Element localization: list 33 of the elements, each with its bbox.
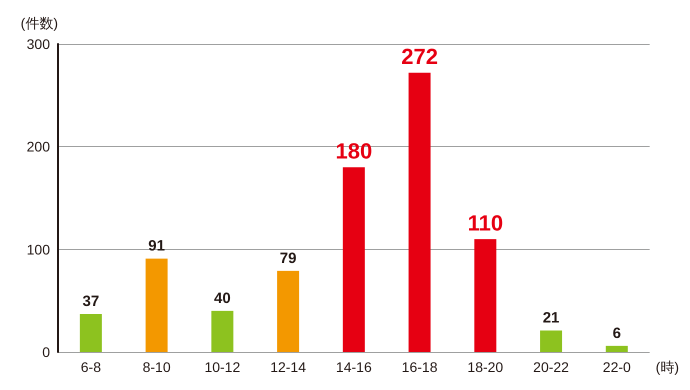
x-tick-label: 12-14 <box>270 359 306 375</box>
x-tick-label: 8-10 <box>142 359 171 375</box>
bar <box>80 314 102 352</box>
x-tick-label: 22-0 <box>602 359 632 375</box>
data-label: 110 <box>468 210 504 236</box>
y-tick-label: 0 <box>42 344 50 360</box>
bar <box>277 270 300 352</box>
x-axis-title: (時) <box>656 359 680 375</box>
x-tick-label: 18-20 <box>467 359 504 375</box>
y-tick-label: 200 <box>26 138 50 155</box>
bar <box>606 346 628 352</box>
data-label: 79 <box>280 250 296 267</box>
data-label: 6 <box>612 324 621 342</box>
x-tick-label: 20-22 <box>533 359 570 375</box>
data-label: 180 <box>335 138 372 164</box>
data-label: 272 <box>401 44 438 70</box>
x-tick-label: 14-16 <box>336 359 372 375</box>
bar <box>540 330 562 352</box>
data-label: 91 <box>148 238 165 255</box>
data-label: 37 <box>82 293 100 310</box>
bar <box>408 72 431 352</box>
x-tick-label: 6-8 <box>80 359 102 375</box>
y-tick-label: 100 <box>26 241 50 258</box>
bar <box>146 258 168 352</box>
bar <box>474 239 496 352</box>
data-label: 40 <box>214 290 231 307</box>
data-label: 21 <box>542 309 560 326</box>
bar <box>342 167 365 352</box>
y-axis-title: (件数) <box>20 15 58 31</box>
x-tick-label: 10-12 <box>204 359 240 375</box>
y-tick-label: 300 <box>26 36 50 52</box>
bar <box>211 310 234 352</box>
x-tick-label: 16-18 <box>402 359 438 375</box>
